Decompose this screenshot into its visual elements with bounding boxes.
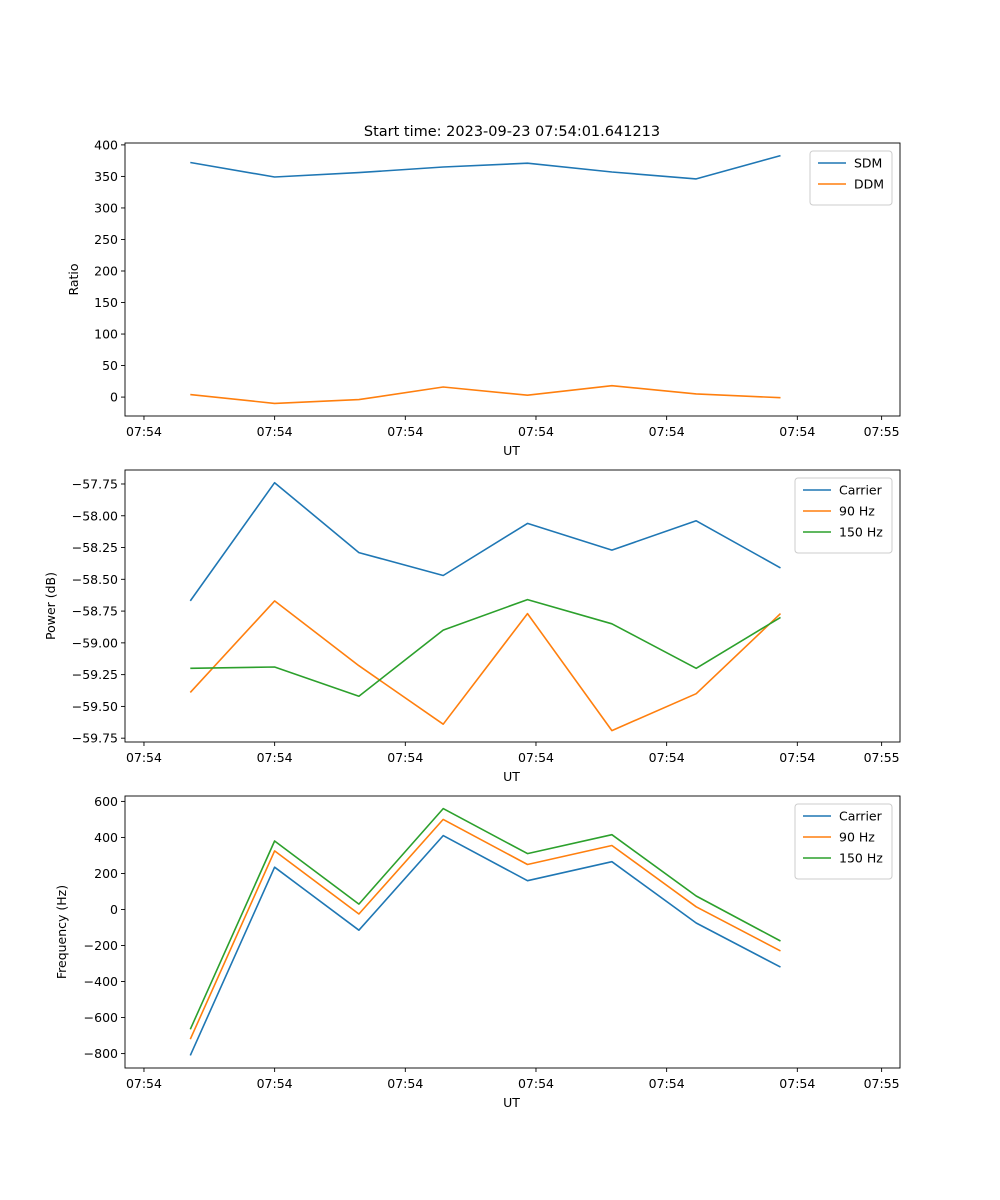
legend: SDM DDM [809,150,893,206]
x-tick-label: 07:54 [126,424,162,439]
series-line-90-hz [189,818,781,1040]
x-tick-label: 07:54 [518,424,554,439]
legend-box [794,477,893,554]
ratio-panel: 0 50 100 150 200 250 300 350 400 07:54 07:54 07:54 0… [66,137,901,458]
y-tick-label: 150 [94,295,118,310]
x-tick-label: 07:54 [779,424,815,439]
y-tick-label: 50 [102,358,118,373]
x-tick-label: 07:54 [518,1076,554,1091]
frequency-panel: −800 −600 −400 −200 0 200 400 600 07:54 07:54 07:5… [54,794,901,1110]
series-line-carrier [189,834,781,1056]
legend-label: 90 Hz [839,830,875,845]
y-tick-label: −57.75 [72,476,118,491]
y-tick-label: −59.00 [72,635,118,650]
x-tick-label: 07:54 [518,750,554,765]
x-tick-label: 07:55 [864,424,900,439]
x-tick-label: 07:54 [649,424,685,439]
y-tick-label: −58.00 [72,508,118,523]
series-line-150-hz [189,807,781,1030]
legend-box [794,803,893,880]
x-tick-label: 07:54 [257,750,293,765]
y-axis-label: Frequency (Hz) [54,885,69,979]
x-tick-label: 07:54 [779,750,815,765]
x-tick-label: 07:54 [126,750,162,765]
y-tick-label: 300 [94,200,118,215]
y-axis-label: Ratio [66,263,81,295]
axes-frame [124,795,901,1069]
series-line-ddm [190,384,781,405]
y-tick-label: 100 [94,327,118,342]
y-tick-label: −600 [84,1010,118,1025]
y-tick-label: 600 [94,794,118,809]
chart-title: Start time: 2023-09-23 07:54:01.641213 [364,124,660,140]
x-tick-label: 07:54 [257,424,293,439]
legend-box [809,150,893,206]
x-tick-label: 07:54 [649,750,685,765]
y-tick-label: 200 [94,866,118,881]
legend-label: Carrier [839,809,883,824]
y-tick-label: −59.75 [72,731,118,746]
legend: Carrier 90 Hz 150 Hz [794,477,893,554]
x-tick-label: 07:54 [387,1076,423,1091]
y-tick-label: −58.75 [72,604,118,619]
y-tick-label: −59.50 [72,699,118,714]
y-tick-label: −800 [84,1046,118,1061]
legend-label: DDM [854,177,884,192]
axes-frame [124,469,901,743]
legend-label: SDM [854,156,882,171]
x-tick-label: 07:55 [864,1076,900,1091]
legend-label: 150 Hz [839,851,883,866]
legend: Carrier 90 Hz 150 Hz [794,803,893,880]
legend-label: 90 Hz [839,504,875,519]
x-axis-label: UT [503,769,520,784]
x-tick-label: 07:54 [387,424,423,439]
series-line-150-hz [190,598,781,698]
x-axis-label: UT [503,443,520,458]
y-tick-label: −400 [84,974,118,989]
axes-frame [124,142,901,417]
legend-label: Carrier [839,483,883,498]
y-tick-label: 250 [94,232,118,247]
x-tick-label: 07:54 [126,1076,162,1091]
y-tick-label: −200 [84,938,118,953]
y-tick-label: 400 [94,830,118,845]
x-tick-label: 07:54 [779,1076,815,1091]
x-tick-label: 07:55 [864,750,900,765]
y-tick-label: 400 [94,137,118,152]
y-tick-label: −58.50 [72,572,118,587]
series-line-carrier [189,481,781,602]
x-tick-label: 07:54 [649,1076,685,1091]
y-tick-label: 0 [110,390,118,405]
power-panel: −59.75 −59.50 −59.25 −59.00 −58.75 −58.50 −58.… [43,469,901,784]
y-tick-label: 200 [94,263,118,278]
y-tick-label: −58.25 [72,540,118,555]
y-tick-label: −59.25 [72,667,118,682]
x-axis-label: UT [503,1095,520,1110]
y-axis-label: Power (dB) [43,572,58,640]
x-tick-label: 07:54 [257,1076,293,1091]
series-line-90-hz [189,600,782,732]
series-line-sdm [190,154,781,180]
y-tick-label: 350 [94,169,118,184]
legend-label: 150 Hz [839,525,883,540]
y-tick-label: 0 [110,902,118,917]
x-tick-label: 07:54 [387,750,423,765]
